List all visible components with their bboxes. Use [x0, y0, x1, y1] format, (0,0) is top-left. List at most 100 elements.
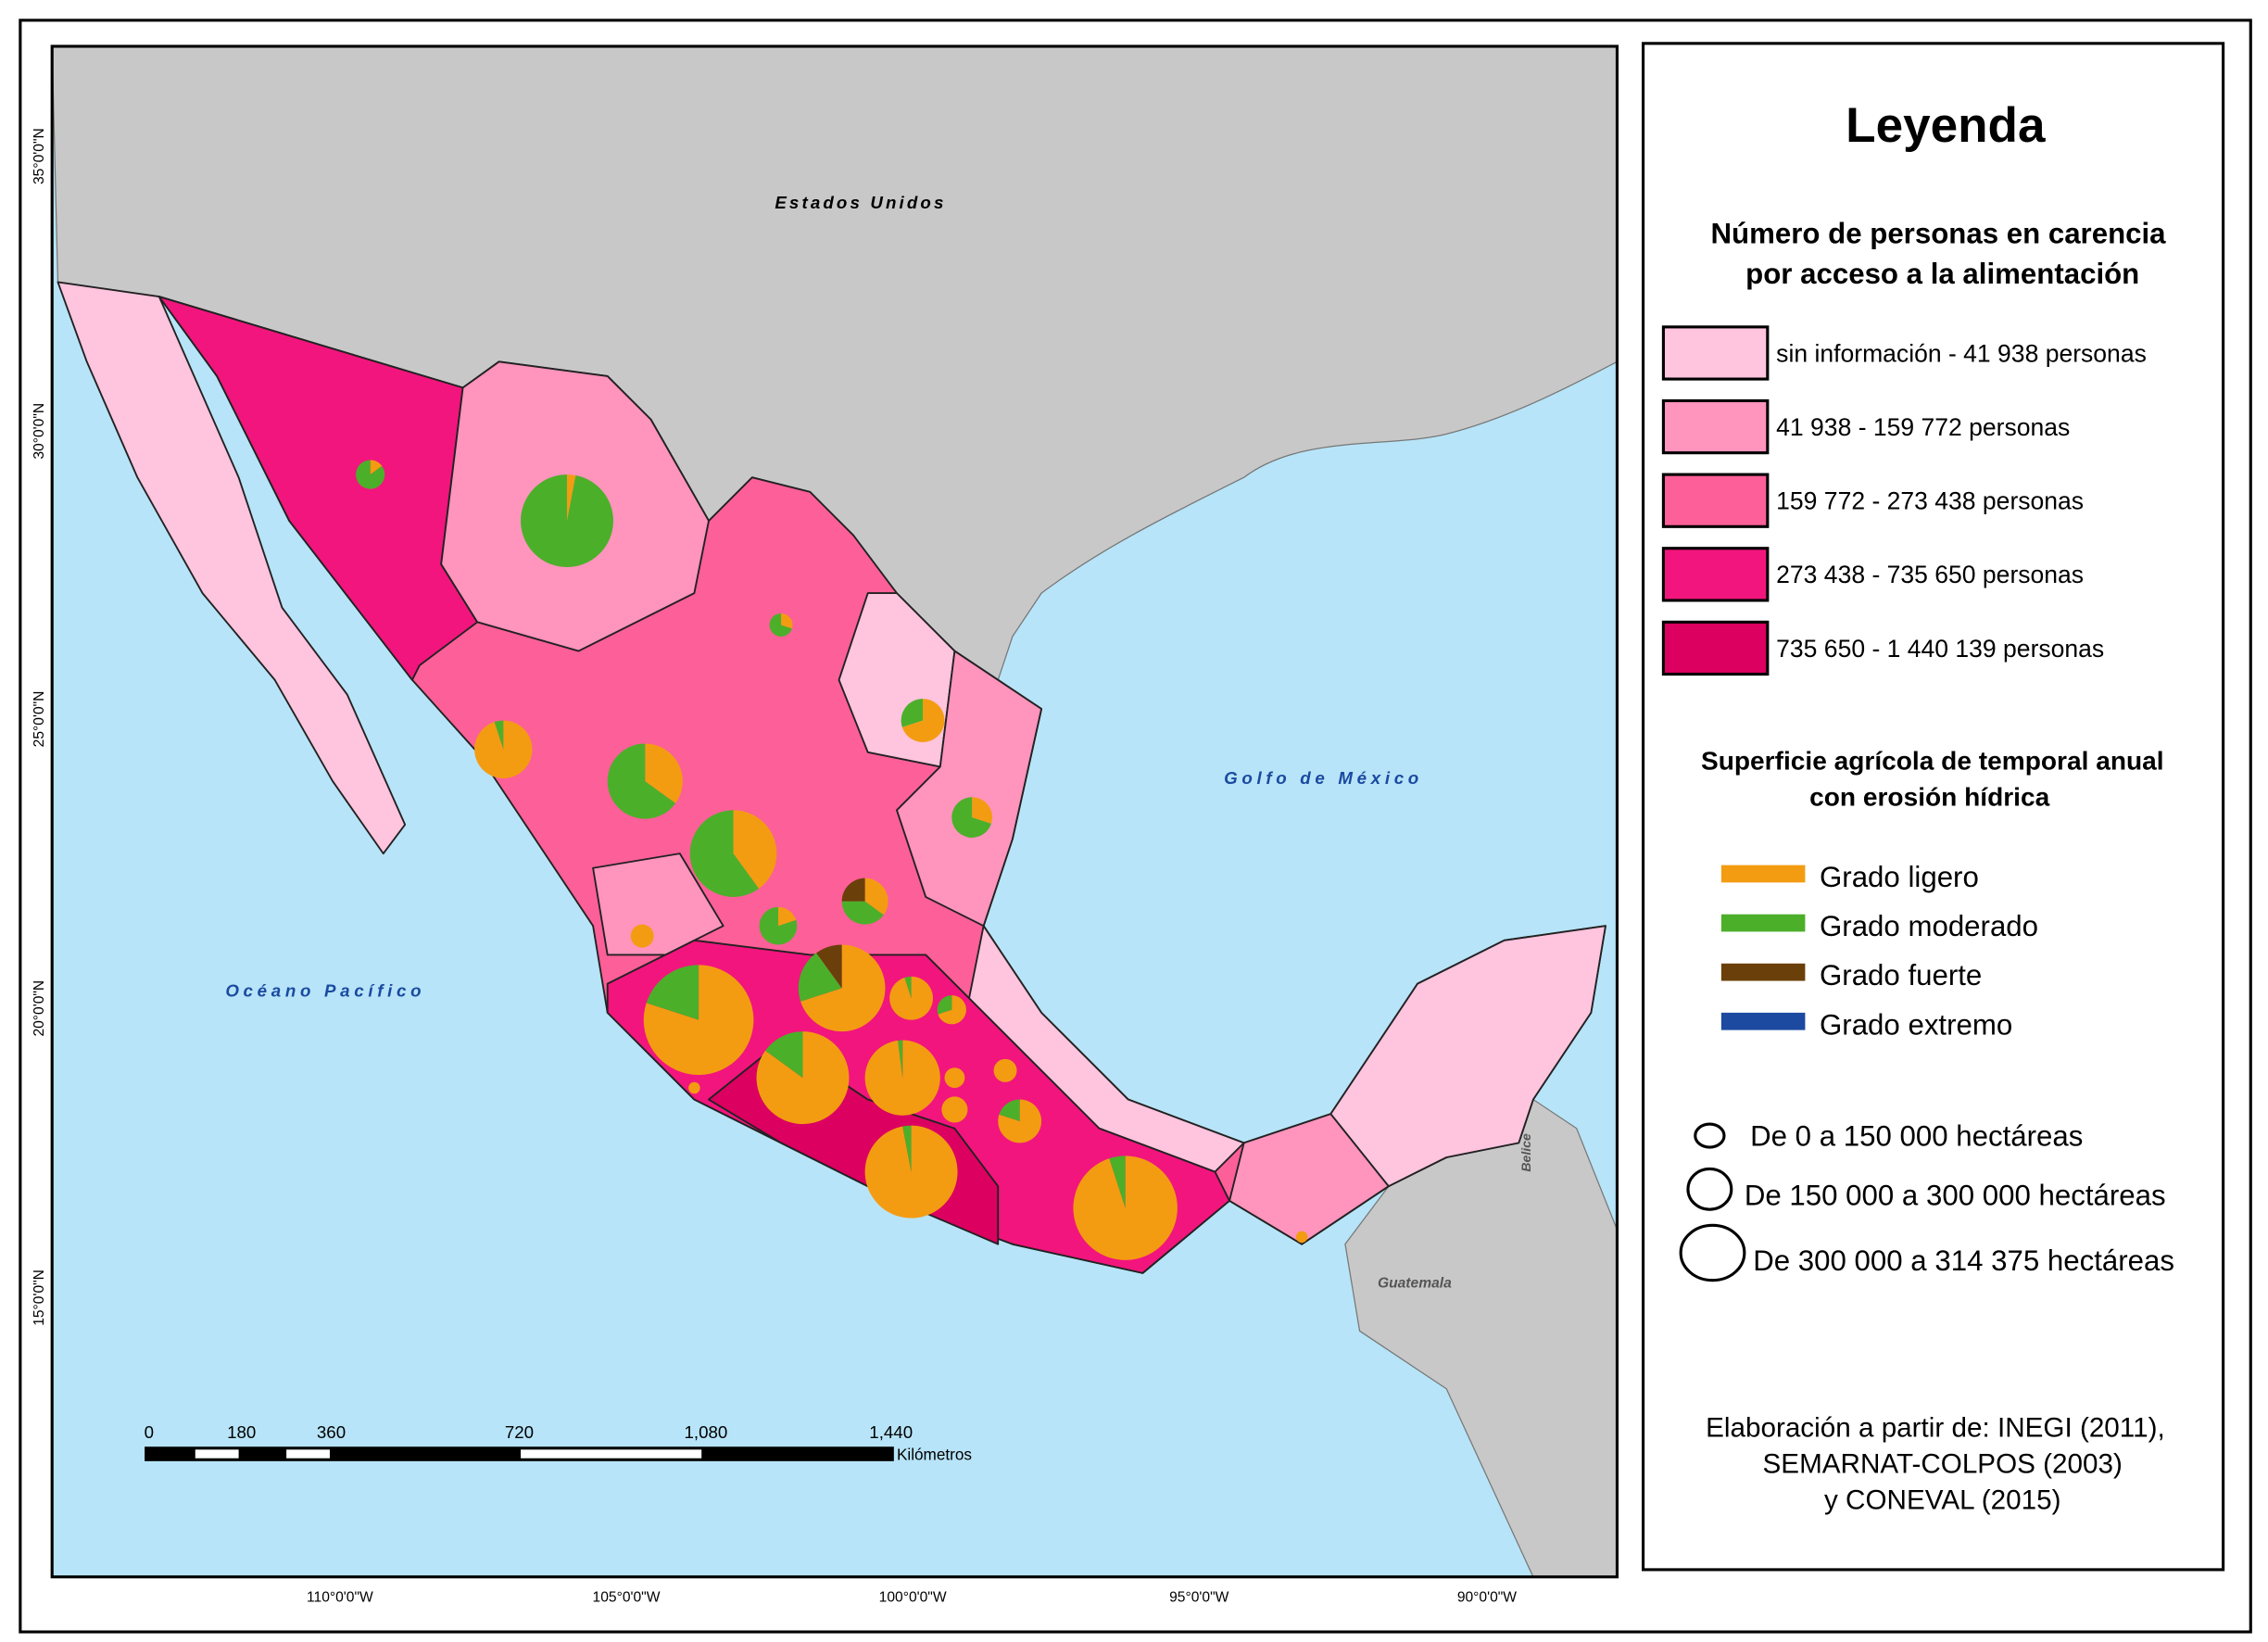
pie-slice-ligero — [864, 1125, 958, 1219]
scale-unit: Kilómetros — [897, 1445, 972, 1463]
class-swatch — [1661, 473, 1770, 528]
size-classes: De 0 a 150 000 hectáreas De 150 000 a 30… — [1679, 1119, 2174, 1282]
scale-tick: 180 — [227, 1422, 256, 1442]
map-frame — [50, 44, 1619, 1579]
pie-slice-ligero — [733, 810, 777, 890]
pie-slice-ligero — [688, 1081, 700, 1094]
label-belize: Belice — [1518, 1133, 1533, 1172]
pie-slice-moderado — [765, 1031, 803, 1079]
lat-tick: 25°0'0"N — [32, 691, 47, 748]
erosion-pie — [759, 906, 798, 945]
erosion-swatch — [1720, 914, 1806, 932]
choropleth-classes: sin información - 41 938 personas 41 938 … — [1661, 325, 2147, 676]
pie-slice-moderado — [494, 720, 504, 750]
lat-tick: 15°0'0"N — [32, 1269, 47, 1326]
lon-tick: 105°0'0"W — [593, 1589, 661, 1605]
lon-tick: 90°0'0"W — [1457, 1589, 1517, 1605]
source-text: Elaboración a partir de: INEGI (2011), — [1706, 1412, 2165, 1443]
pie-slice-ligero — [938, 995, 966, 1025]
erosion-pie — [841, 878, 888, 925]
erosion-pies — [356, 460, 1308, 1260]
erosion-pie — [630, 924, 654, 948]
lon-tick: 95°0'0"W — [1169, 1589, 1228, 1605]
pie-slice-ligero — [1295, 1231, 1308, 1244]
lon-tick: 110°0'0"W — [307, 1589, 373, 1605]
size-label: De 300 000 a 314 375 hectáreas — [1753, 1244, 2174, 1277]
class-label: sin información - 41 938 personas — [1776, 339, 2147, 367]
pie-slice-fuerte — [841, 878, 865, 902]
erosion-pie — [998, 1099, 1042, 1143]
size-symbol-medium — [1686, 1167, 1733, 1211]
erosion-pie — [951, 797, 992, 838]
pie-slice-moderado — [356, 460, 385, 489]
scale-tick: 1,080 — [684, 1422, 727, 1442]
label-gulf: Golfo de México — [1224, 768, 1423, 788]
erosion-pie — [944, 1067, 965, 1089]
pie-slice-ligero — [864, 878, 888, 916]
label-usa: Estados Unidos — [775, 193, 946, 212]
pie-slice-ligero — [643, 965, 754, 1075]
pie-slice-ligero — [781, 613, 793, 629]
pie-slice-ligero — [645, 743, 683, 803]
legend-title: Leyenda — [1846, 98, 2046, 153]
class-swatch — [1661, 547, 1770, 602]
erosion-pie — [864, 1125, 958, 1219]
legend-panel: Leyenda Número de personas en carencia p… — [1641, 42, 2225, 1572]
label-pacific: Océano Pacífico — [225, 981, 425, 1001]
pie-slice-ligero — [370, 460, 383, 475]
pie-slice-moderado — [999, 1099, 1020, 1121]
pie-slice-moderado — [904, 976, 912, 999]
erosion-pie — [1073, 1156, 1178, 1260]
size-symbol-large — [1679, 1223, 1746, 1282]
pie-slice-moderado — [898, 1040, 903, 1079]
pie-slice-moderado — [769, 613, 792, 637]
pie-slice-ligero — [800, 944, 886, 1032]
erosion-pie — [993, 1058, 1017, 1082]
size-symbol-small — [1694, 1122, 1726, 1149]
lon-tick: 100°0'0"W — [879, 1589, 947, 1605]
pie-slice-ligero — [756, 1031, 850, 1125]
pie-slice-moderado — [607, 743, 676, 819]
class-swatch — [1661, 398, 1770, 455]
scale-tick: 360 — [317, 1422, 346, 1442]
scale-tick: 0 — [145, 1422, 154, 1442]
class-label: 41 938 - 159 772 personas — [1776, 413, 2070, 441]
erosion-pie — [474, 720, 533, 778]
class-swatch — [1661, 620, 1770, 676]
pie-slice-ligero — [901, 699, 945, 742]
class-label: 273 438 - 735 650 personas — [1776, 561, 2084, 588]
pie-slice-moderado — [646, 965, 699, 1020]
pie-slice-ligero — [630, 924, 654, 948]
pie-slice-moderado — [759, 906, 798, 945]
label-guatemala: Guatemala — [1378, 1275, 1452, 1291]
pie-slice-ligero — [777, 906, 797, 927]
pie-slice-moderado — [901, 699, 924, 727]
region-tamaulipas — [896, 650, 1043, 928]
pie-slice-ligero — [972, 797, 992, 824]
region-baja — [57, 281, 407, 855]
class-label: 159 772 - 273 438 personas — [1776, 487, 2084, 515]
erosion-pie — [769, 613, 793, 637]
erosion-pie — [521, 474, 613, 568]
class-swatch — [1661, 325, 1770, 381]
scale-tick: 720 — [505, 1422, 534, 1442]
choropleth-title: por acceso a la alimentación — [1745, 258, 2139, 290]
pie-slice-ligero — [567, 474, 576, 522]
erosion-pie — [689, 810, 777, 897]
class-label: 735 650 - 1 440 139 personas — [1776, 635, 2104, 663]
pie-slice-moderado — [841, 901, 884, 925]
erosion-label: Grado extremo — [1820, 1008, 2012, 1041]
pie-slice-ligero — [889, 976, 933, 1020]
scale-tick: 1,440 — [869, 1422, 913, 1442]
lat-tick: 30°0'0"N — [32, 403, 47, 460]
pie-slice-ligero — [993, 1058, 1017, 1082]
longitude-ticks: 110°0'0"W 105°0'0"W 100°0'0"W 95°0'0"W 9… — [307, 1589, 1517, 1605]
pie-slice-ligero — [944, 1067, 965, 1089]
pie-slice-ligero — [474, 720, 533, 778]
map-panel: Estados Unidos Golfo de México Océano Pa… — [32, 44, 1619, 1605]
lat-tick: 20°0'0"N — [32, 980, 47, 1037]
pie-slice-moderado — [798, 953, 842, 1002]
choropleth-title: Número de personas en carencia — [1711, 217, 2167, 249]
erosion-pie — [889, 976, 933, 1020]
erosion-label: Grado moderado — [1820, 910, 2038, 942]
